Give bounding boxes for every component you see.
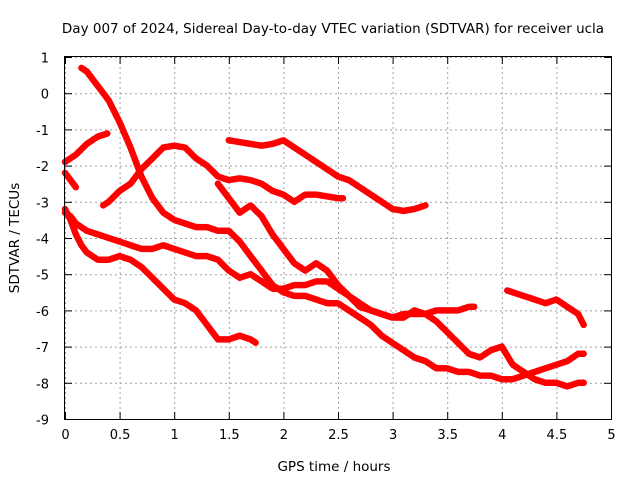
series-arc-7 [225,137,429,215]
y-tick-label: 0 [41,88,49,103]
series-arc-4 [61,129,112,166]
series-arc-9 [504,287,587,329]
y-tick-label: -3 [36,196,49,211]
series-arc-5 [61,169,80,191]
y-tick-label: -8 [36,377,49,392]
x-tick-label: 0 [61,428,69,443]
x-tick-labels: 0 0.5 1 1.5 2 2.5 3 3.5 4 4.5 5 [61,428,615,443]
y-tick-label: -5 [36,269,49,284]
y-tick-labels: 1 0 -1 -2 -3 -4 -5 -6 -7 -8 -9 [36,52,49,429]
x-tick-label: 3 [389,428,397,443]
data-series-group [61,64,587,390]
y-tick-label: -7 [36,341,49,356]
axis-ticks [65,57,612,420]
series-arc-6 [99,142,347,209]
x-tick-label: 3.5 [437,428,458,443]
y-tick-label: -1 [36,124,49,139]
series-arc-3 [61,205,260,347]
grid [65,57,612,420]
x-tick-label: 1 [171,428,179,443]
x-tick-label: 0.5 [110,428,131,443]
x-axis-label: GPS time / hours [277,459,390,475]
x-tick-label: 1.5 [219,428,240,443]
series-arc-8 [214,180,587,390]
x-tick-label: 4 [498,428,506,443]
y-tick-label: -6 [36,305,49,320]
x-tick-label: 2.5 [328,428,349,443]
y-tick-label: -2 [36,160,49,175]
chart-title: Day 007 of 2024, Sidereal Day-to-day VTE… [62,21,604,37]
x-tick-label: 5 [607,428,615,443]
y-tick-label: -4 [36,233,49,248]
x-tick-label: 4.5 [547,428,568,443]
y-tick-label: 1 [41,52,49,67]
plot-frame [64,56,612,420]
y-tick-label: -9 [36,414,49,429]
x-tick-label: 2 [280,428,288,443]
series-arc-1 [78,64,587,383]
y-axis-label: SDTVAR / TECUs [7,183,23,293]
